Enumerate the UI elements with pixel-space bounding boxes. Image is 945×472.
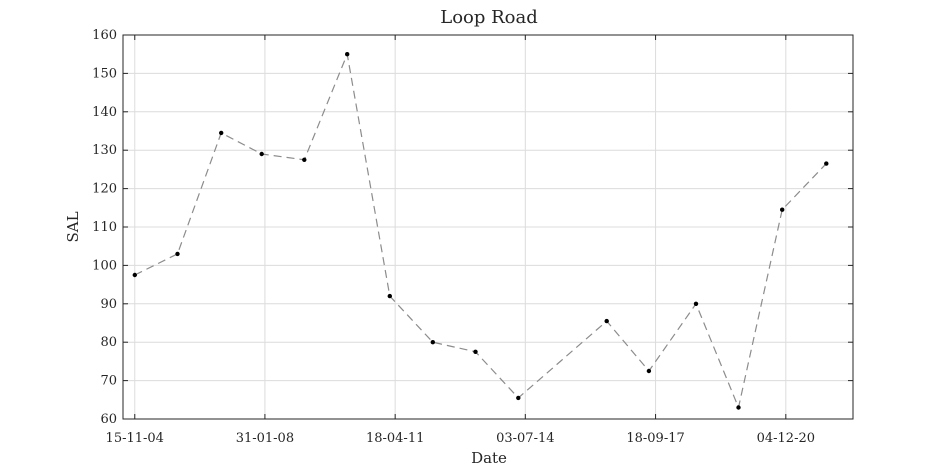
data-point (259, 151, 264, 157)
data-point (646, 368, 652, 374)
series-line (134, 52, 827, 410)
y-tick-label: 100 (92, 258, 117, 273)
data-point (345, 52, 350, 57)
grid-lines (123, 34, 853, 420)
y-tick-label: 60 (100, 412, 117, 427)
y-tick-label: 130 (92, 143, 117, 158)
y-tick-label: 90 (100, 297, 117, 312)
axis-ticks: 60 70 80 90 100 110 120 130 140 150 160 15-11-04 31-… (92, 28, 853, 446)
data-series (132, 52, 829, 410)
data-point (693, 301, 699, 306)
data-point (824, 161, 829, 166)
chart-title: Loop Road (440, 7, 538, 28)
y-tick-label: 120 (92, 182, 117, 197)
data-point (132, 272, 137, 278)
data-point (387, 293, 392, 299)
data-point (473, 349, 478, 354)
x-tick-label: 15-11-04 (106, 431, 164, 446)
x-tick-label: 18-04-11 (366, 431, 424, 446)
y-tick-label: 160 (92, 28, 117, 43)
data-point (604, 318, 609, 324)
y-tick-label: 150 (92, 66, 117, 81)
data-point (780, 207, 785, 212)
x-tick-label: 31-01-08 (236, 431, 294, 446)
y-tick-label: 140 (92, 105, 117, 120)
y-tick-label: 110 (92, 220, 117, 235)
x-tick-label: 04-12-20 (757, 431, 815, 446)
data-point (516, 395, 521, 401)
y-tick-label: 80 (100, 335, 117, 350)
data-point (736, 405, 741, 410)
y-axis-label: SAL (64, 211, 82, 242)
data-point (219, 130, 224, 136)
data-point (430, 340, 435, 345)
x-tick-label: 18-09-17 (626, 431, 684, 446)
x-tick-label: 03-07-14 (496, 431, 554, 446)
data-point (175, 251, 180, 257)
data-point (302, 157, 307, 162)
x-axis-label: Date (471, 449, 507, 467)
y-tick-label: 70 (100, 374, 117, 389)
